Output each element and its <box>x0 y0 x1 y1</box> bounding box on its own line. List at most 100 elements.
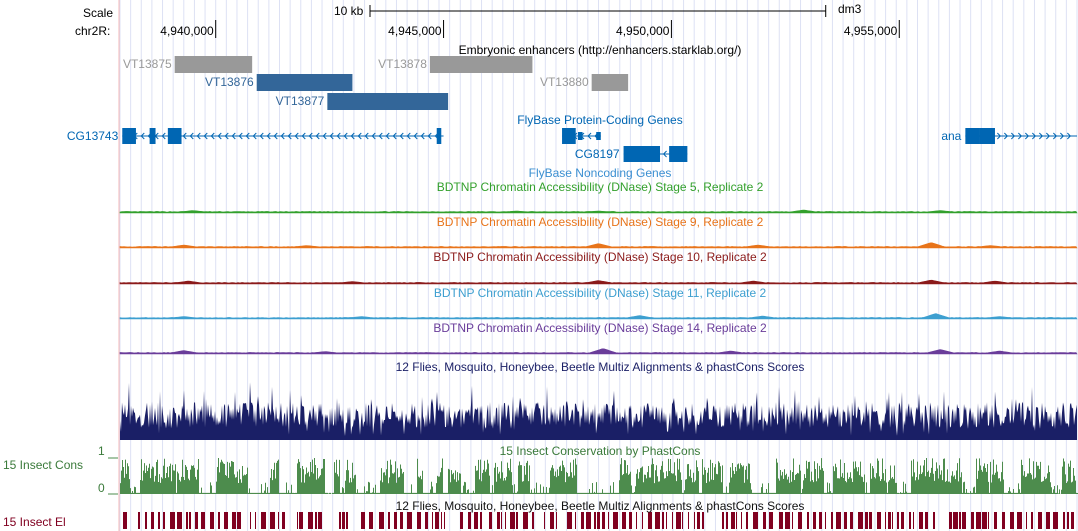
conserved-element <box>163 512 165 529</box>
gene-exon <box>979 128 995 144</box>
strand-arrow <box>1038 132 1044 140</box>
dnase-track-title[interactable]: BDTNP Chromatin Accessibility (DNase) St… <box>436 215 764 229</box>
gene-label[interactable]: ana <box>941 129 962 143</box>
dnase-signals <box>119 209 1078 355</box>
strand-arrow <box>301 132 306 140</box>
scale-label: Scale <box>83 6 114 20</box>
conserved-element <box>1046 512 1050 529</box>
conserved-element <box>953 512 958 529</box>
conserved-element <box>769 512 773 529</box>
conserved-element <box>682 512 683 529</box>
conserved-element <box>379 512 384 529</box>
enhancer-label[interactable]: VT13880 <box>539 75 589 89</box>
elements-side-label[interactable]: 15 Insect El <box>3 515 66 529</box>
multiz-signal-area <box>120 382 1077 440</box>
conserved-element <box>763 512 766 529</box>
conserved-element <box>189 512 191 529</box>
dnase-track-title[interactable]: BDTNP Chromatin Accessibility (DNase) St… <box>436 180 764 194</box>
strand-arrow <box>203 132 208 140</box>
strand-arrow <box>385 132 390 140</box>
conserved-element <box>722 512 724 529</box>
conserved-element <box>779 512 783 529</box>
strand-arrow <box>322 132 327 140</box>
strand-arrow <box>280 132 285 140</box>
conserved-element <box>622 512 626 529</box>
conserved-element <box>785 512 790 529</box>
phastcons-axis-max: 1 <box>98 444 105 458</box>
strand-arrow <box>1003 132 1009 140</box>
conserved-element <box>753 512 758 529</box>
gene-track-title: FlyBase Protein-Coding Genes <box>517 113 683 127</box>
ruler <box>215 5 900 38</box>
conserved-element <box>994 512 997 529</box>
conserved-element <box>648 512 652 529</box>
conserved-element <box>575 512 576 529</box>
strand-arrow <box>406 132 411 140</box>
dnase-track-title[interactable]: BDTNP Chromatin Accessibility (DNase) St… <box>433 286 767 300</box>
conserved-element <box>407 512 412 529</box>
conserved-element <box>933 512 935 529</box>
conserved-element <box>1017 512 1022 529</box>
strand-arrow <box>1052 132 1058 140</box>
strand-arrow <box>662 150 667 158</box>
enhancer-label[interactable]: VT13875 <box>122 57 172 71</box>
gene-exon <box>965 128 980 144</box>
conserved-element <box>210 512 214 529</box>
ruler-tick-label: 4,940,000 <box>160 24 214 38</box>
conserved-element <box>532 512 534 529</box>
conserved-element <box>807 512 809 529</box>
enhancer-bar <box>327 93 449 110</box>
conserved-element <box>831 512 833 529</box>
conserved-element <box>971 512 974 529</box>
conserved-element <box>726 512 728 529</box>
conserved-element <box>186 512 188 529</box>
elements-track-title: 12 Flies, Mosquito, Honeybee, Beetle Mul… <box>395 499 805 513</box>
conserved-element <box>201 512 205 529</box>
conserved-element <box>232 512 236 529</box>
strand-arrow <box>245 132 250 140</box>
phastcons-axis-min: 0 <box>98 481 105 495</box>
conserved-element <box>792 512 793 529</box>
enhancer-label[interactable]: VT13876 <box>205 75 254 89</box>
conserved-element <box>798 512 802 529</box>
dnase-signal <box>119 279 1078 285</box>
strand-arrow <box>315 132 320 140</box>
phastcons-side-label[interactable]: 15 Insect Cons <box>3 458 84 472</box>
conserved-element <box>432 512 433 529</box>
strand-arrow <box>1045 132 1051 140</box>
conserved-element <box>218 512 220 529</box>
strand-arrow <box>371 132 376 140</box>
conserved-element <box>988 512 989 529</box>
enhancer-label[interactable]: VT13878 <box>378 57 427 71</box>
conserved-element <box>250 512 251 529</box>
conserved-element <box>270 512 275 529</box>
strand-arrow <box>189 132 194 140</box>
strand-arrow <box>420 132 425 140</box>
conserved-element <box>1002 512 1005 529</box>
conserved-element <box>195 512 198 529</box>
conserved-element <box>550 512 554 529</box>
strand-arrow <box>140 132 145 140</box>
conserved-element <box>261 512 266 529</box>
strand-arrow <box>294 132 299 140</box>
gene-exon <box>149 128 156 144</box>
strand-arrow <box>1031 132 1037 140</box>
conserved-element <box>1031 512 1033 529</box>
dnase-track-title[interactable]: BDTNP Chromatin Accessibility (DNase) St… <box>433 250 767 264</box>
strand-arrow <box>308 132 313 140</box>
conserved-element <box>1053 512 1058 529</box>
strand-arrow <box>224 132 229 140</box>
conserved-element <box>474 512 478 529</box>
conserved-element <box>613 512 618 529</box>
conserved-element <box>444 512 445 529</box>
conserved-element <box>400 512 403 529</box>
gene-exon <box>623 146 661 162</box>
conserved-element <box>636 512 637 529</box>
dnase-track-title[interactable]: BDTNP Chromatin Accessibility (DNase) St… <box>433 321 767 335</box>
enhancer-label[interactable]: VT13877 <box>275 94 325 108</box>
gene-label[interactable]: CG13743 <box>66 129 119 143</box>
conserved-element <box>736 512 737 529</box>
gene-label[interactable]: CG8197 <box>574 147 620 161</box>
conserved-element <box>556 512 557 529</box>
